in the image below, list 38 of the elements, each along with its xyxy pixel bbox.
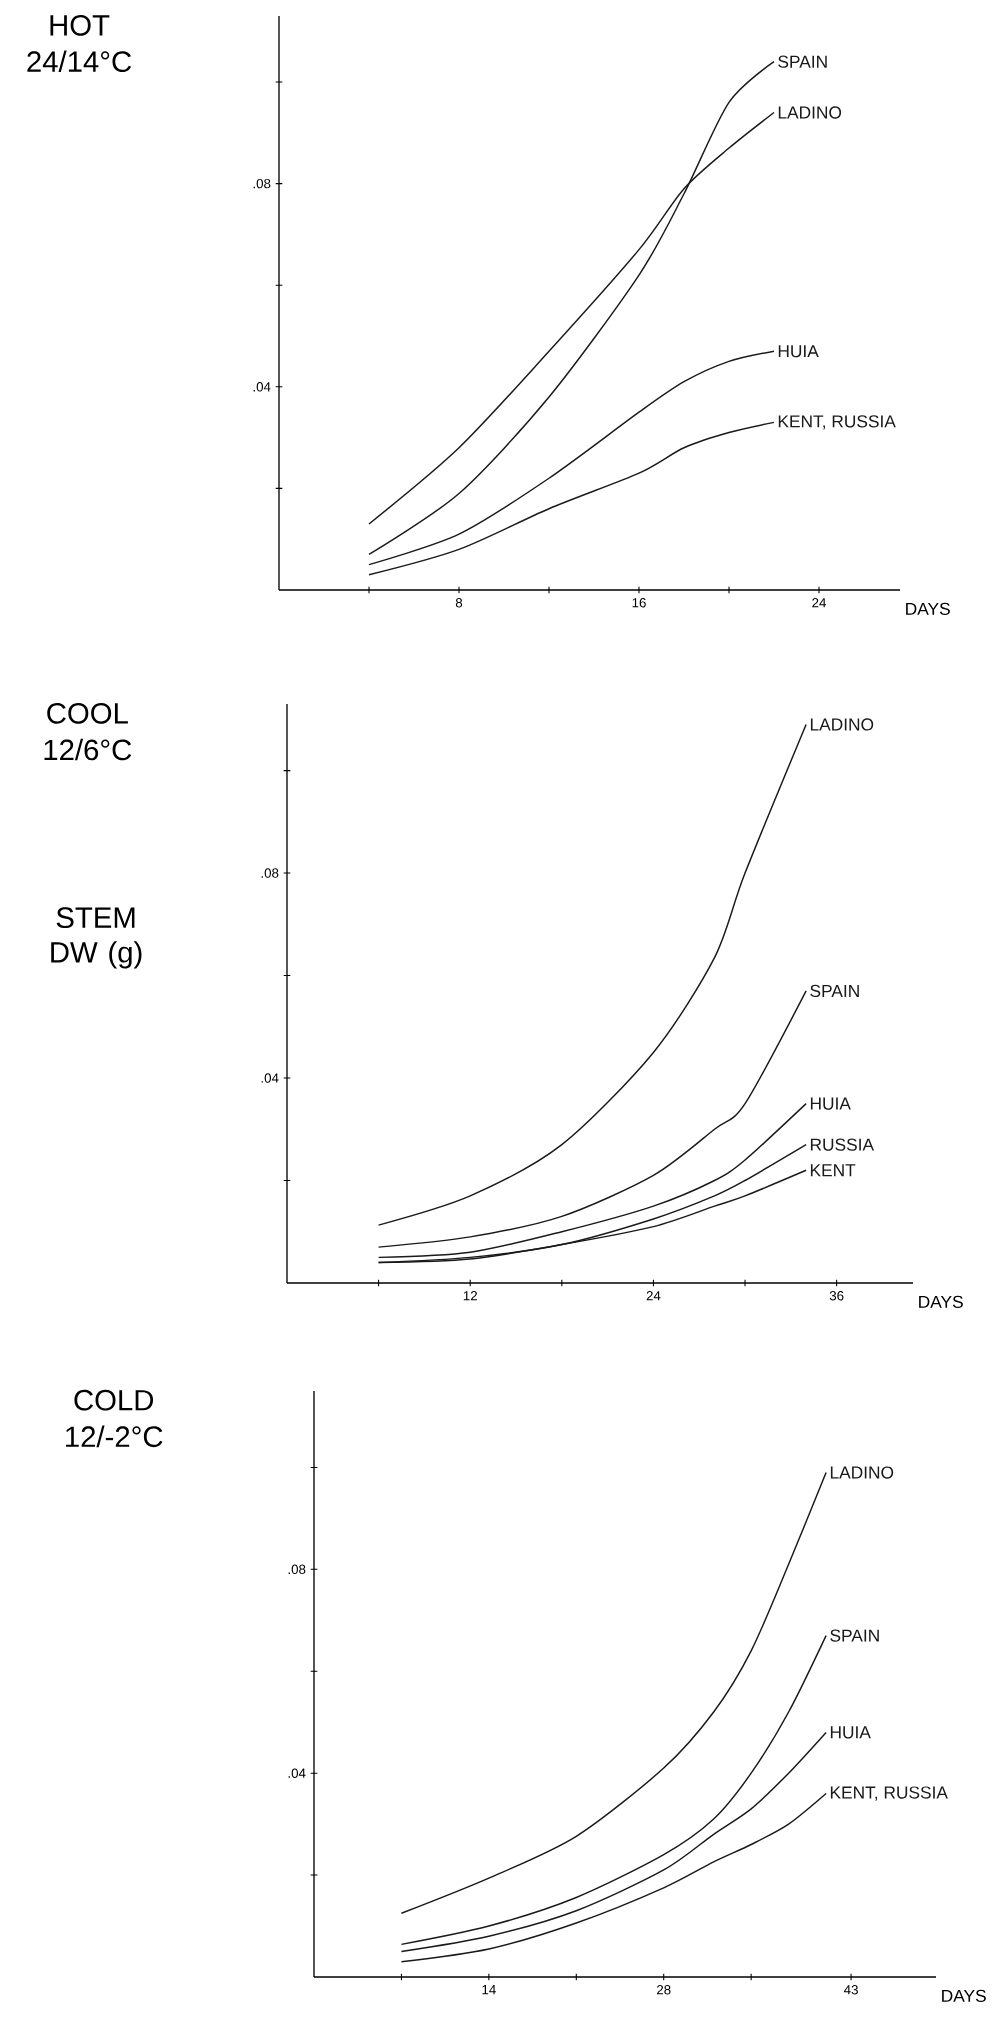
x-tick-label: 28 [656, 1985, 671, 1995]
chart-title: COLD [74, 1389, 154, 1411]
y-tick-label: .04 [288, 1768, 306, 1778]
x-tick-label: 43 [843, 1985, 858, 1995]
series-label: HUIA [778, 345, 819, 358]
y-axis-title: STEM DW (g) [51, 907, 142, 969]
x-tick-label: 24 [812, 598, 827, 608]
x-tick-label: 16 [632, 598, 646, 608]
series-label: HUIA [810, 1097, 851, 1110]
y-tick-label: .04 [253, 382, 271, 392]
y-tick-label: .08 [288, 1564, 306, 1575]
series-label: RUSSIA [810, 1138, 875, 1151]
y-tick-label: .08 [261, 868, 279, 878]
series-label: LADINO [778, 106, 842, 119]
x-axis-title: DAYS [906, 602, 950, 615]
series-label: KENT, RUSSIA [830, 1786, 948, 1801]
x-tick-label: 8 [455, 598, 463, 608]
series-label: KENT [810, 1164, 856, 1177]
chart-title: HOT [50, 14, 110, 36]
series-label: KENT, RUSSIA [778, 415, 896, 430]
x-axis-title: DAYS [942, 1989, 986, 2002]
series-label: LADINO [810, 718, 874, 731]
x-tick-label: 12 [463, 1291, 477, 1301]
x-tick-label: 14 [482, 1985, 496, 1995]
x-axis-title: DAYS [919, 1295, 963, 1308]
text: 12/-2°C [66, 1425, 163, 1448]
text: 24/14°C [27, 50, 132, 73]
y-tick-label: .04 [261, 1073, 279, 1083]
x-tick-label: 36 [829, 1291, 844, 1301]
series-label: HUIA [830, 1726, 871, 1739]
chart-title: COOL [47, 702, 128, 724]
x-tick-label: 24 [646, 1291, 661, 1301]
y-tick-label: .08 [253, 178, 271, 189]
series-label: SPAIN [830, 1629, 879, 1642]
series-label: SPAIN [810, 984, 859, 998]
series-label: LADINO [830, 1466, 894, 1479]
series-label: SPAIN [778, 55, 827, 68]
text: 12/6°C [44, 738, 132, 761]
